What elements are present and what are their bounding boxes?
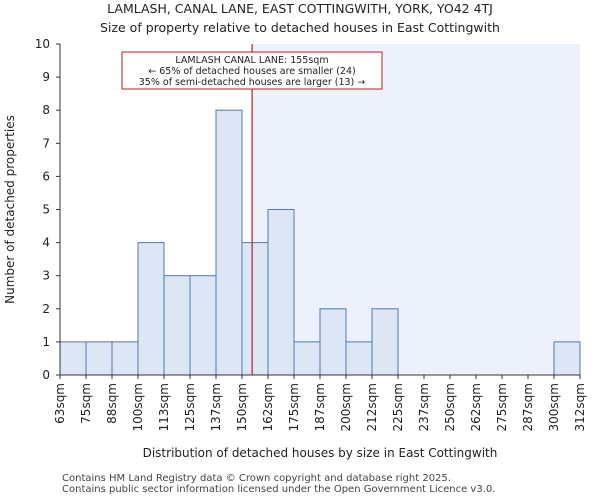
y-tick-label: 6 [42, 169, 50, 183]
histogram-bar [163, 275, 191, 376]
annotation-box [121, 51, 383, 90]
y-tick-label: 7 [42, 136, 50, 150]
x-tick-label: 225sqm [391, 383, 405, 431]
x-tick-label: 212sqm [365, 383, 379, 431]
x-tick-label: 113sqm [157, 383, 171, 431]
x-tick-label: 88sqm [105, 383, 119, 424]
x-tick-label: 262sqm [469, 383, 483, 431]
annotation-line: 35% of semi-detached houses are larger (… [139, 77, 366, 88]
histogram-bar [345, 341, 373, 376]
x-tick-label: 275sqm [495, 383, 509, 431]
histogram-chart: 0 1 2 3 4 5 6 7 8 9 10 63sqm 75sqm 88sqm 100sqm 113sqm 1… [3, 37, 587, 460]
y-tick-label: 1 [42, 335, 50, 349]
x-tick-label: 125sqm [183, 383, 197, 431]
x-tick-label: 175sqm [287, 383, 301, 431]
y-tick-label: 3 [42, 269, 50, 283]
histogram-bar [215, 109, 243, 376]
x-tick-label: 237sqm [417, 383, 431, 431]
x-tick-label: 137sqm [209, 383, 223, 431]
y-tick-label: 2 [42, 302, 50, 316]
histogram-bar [293, 341, 321, 376]
y-tick-label: 9 [42, 70, 50, 84]
footer-licence: Contains public sector information licen… [62, 484, 496, 495]
histogram-bar [267, 209, 295, 376]
x-tick-label: 250sqm [443, 383, 457, 431]
x-tick-label: 287sqm [521, 383, 535, 431]
y-axis-title: Number of detached properties [3, 115, 17, 304]
histogram-bar [553, 341, 581, 376]
chart-title: LAMLASH, CANAL LANE, EAST COTTINGWITH, Y… [107, 1, 493, 16]
y-tick-label: 4 [42, 236, 50, 250]
x-tick-label: 187sqm [313, 383, 327, 431]
histogram-bar [111, 341, 139, 376]
histogram-bar [241, 242, 269, 376]
histogram-bar [371, 308, 399, 376]
x-tick-label: 100sqm [131, 383, 145, 431]
histogram-bar [85, 341, 113, 376]
y-tick-label: 10 [35, 37, 50, 51]
x-tick-label: 200sqm [339, 383, 353, 431]
x-tick-label: 162sqm [261, 383, 275, 431]
x-tick-label: 150sqm [235, 383, 249, 431]
footer-copyright: Contains HM Land Registry data © Crown c… [62, 473, 451, 484]
histogram-bar [189, 275, 217, 376]
histogram-bar [137, 242, 165, 376]
x-tick-label: 312sqm [573, 383, 587, 431]
larger-region-shading [252, 44, 580, 375]
y-tick-label: 5 [42, 203, 50, 217]
annotation-line: LAMLASH CANAL LANE: 155sqm [175, 55, 328, 66]
y-tick-label: 8 [42, 103, 50, 117]
histogram-bar [319, 308, 347, 376]
x-axis-title: Distribution of detached houses by size … [143, 446, 498, 460]
x-tick-label: 75sqm [79, 383, 93, 424]
x-tick-label: 300sqm [547, 383, 561, 431]
annotation-line: ← 65% of detached houses are smaller (24… [148, 66, 355, 77]
y-tick-label: 0 [42, 368, 50, 382]
histogram-bar [59, 341, 87, 376]
chart-subtitle: Size of property relative to detached ho… [100, 20, 500, 35]
x-tick-label: 63sqm [53, 383, 67, 424]
